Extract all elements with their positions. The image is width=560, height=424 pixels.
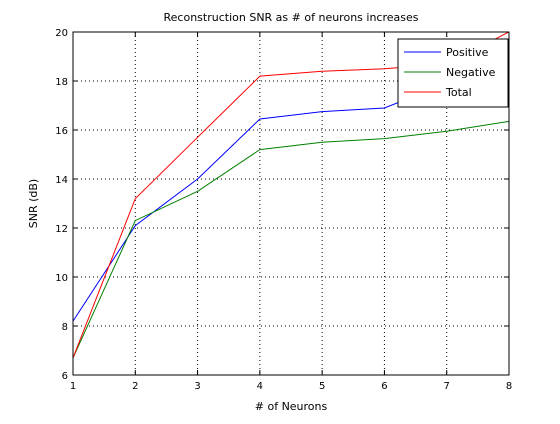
x-tick-label: 2 [132,381,138,392]
y-tick-label: 16 [55,126,68,137]
series-line-negative [72,120,510,359]
plot-frame [72,31,510,376]
y-tick-label: 20 [55,28,68,39]
y-tick-label: 8 [62,322,68,333]
y-tick-label: 12 [55,224,68,235]
series-line-positive [72,78,510,322]
x-axis-label: # of Neurons [255,400,328,413]
legend-box [397,38,509,108]
x-tick-label: 8 [506,381,512,392]
x-tick-label: 1 [70,381,76,392]
x-tick-label: 3 [194,381,200,392]
legend-label-total: Total [445,86,472,99]
x-tick-label: 7 [444,381,450,392]
y-axis-label: SNR (dB) [27,179,40,228]
legend: Positive Negative Total [397,38,509,108]
y-tick-label: 18 [55,77,68,88]
y-tick-label: 14 [55,175,68,186]
legend-label-positive: Positive [446,46,489,59]
x-tick-label: 5 [319,381,325,392]
x-tick-label: 6 [381,381,387,392]
y-tick-label: 10 [55,273,68,284]
y-tick-label: 6 [62,371,68,382]
x-tick-label: 4 [257,381,263,392]
legend-label-negative: Negative [446,66,496,79]
chart-title: Reconstruction SNR as # of neurons incre… [164,11,419,24]
